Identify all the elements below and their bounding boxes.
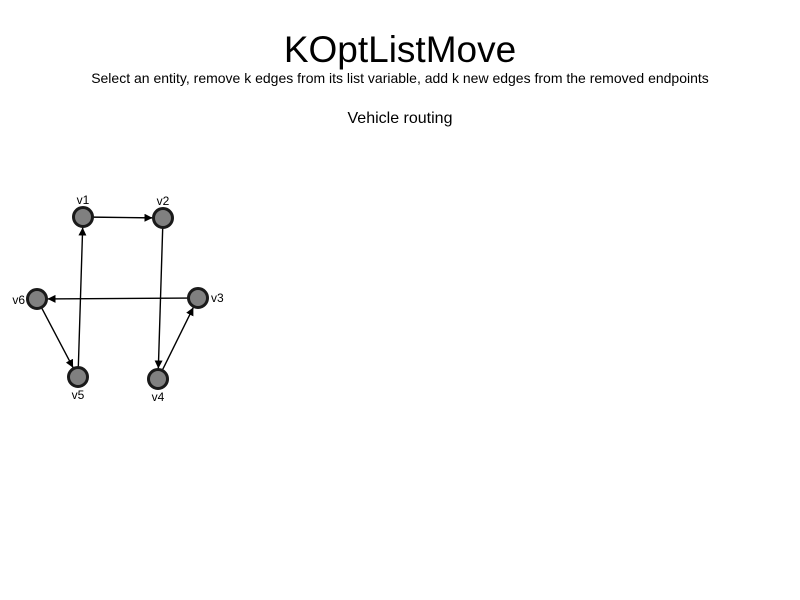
node-label-v1: v1 bbox=[77, 193, 90, 207]
node-circle-v6 bbox=[26, 288, 48, 310]
edge-v6-v5 bbox=[40, 307, 74, 369]
node-circle-v4 bbox=[147, 368, 169, 390]
node-label-v2: v2 bbox=[157, 194, 170, 208]
node-v5: v5 bbox=[67, 366, 89, 402]
page-subtitle: Select an entity, remove k edges from it… bbox=[91, 70, 709, 86]
node-v3: v3 bbox=[187, 287, 224, 309]
node-v2: v2 bbox=[152, 194, 174, 229]
edge-v3-v6 bbox=[47, 294, 189, 303]
edge-v5-v1 bbox=[77, 227, 87, 368]
node-circle-v5 bbox=[67, 366, 89, 388]
edge-v4-v3 bbox=[161, 307, 194, 371]
diagram-title: Vehicle routing bbox=[347, 110, 453, 127]
nodes-layer: v1 v2 v3 v4 v5 v6 bbox=[12, 193, 224, 404]
edges-layer bbox=[40, 213, 194, 371]
node-circle-v1 bbox=[72, 206, 94, 228]
node-v6: v6 bbox=[12, 288, 48, 310]
node-label-v4: v4 bbox=[152, 390, 165, 404]
page-title: KOptListMove bbox=[283, 29, 517, 70]
node-label-v5: v5 bbox=[72, 388, 85, 402]
node-label-v6: v6 bbox=[12, 293, 25, 307]
node-label-v3: v3 bbox=[211, 291, 224, 305]
node-circle-v3 bbox=[187, 287, 209, 309]
node-v1: v1 bbox=[72, 193, 94, 228]
node-circle-v2 bbox=[152, 207, 174, 229]
edge-v1-v2 bbox=[92, 213, 153, 222]
node-v4: v4 bbox=[147, 368, 169, 404]
